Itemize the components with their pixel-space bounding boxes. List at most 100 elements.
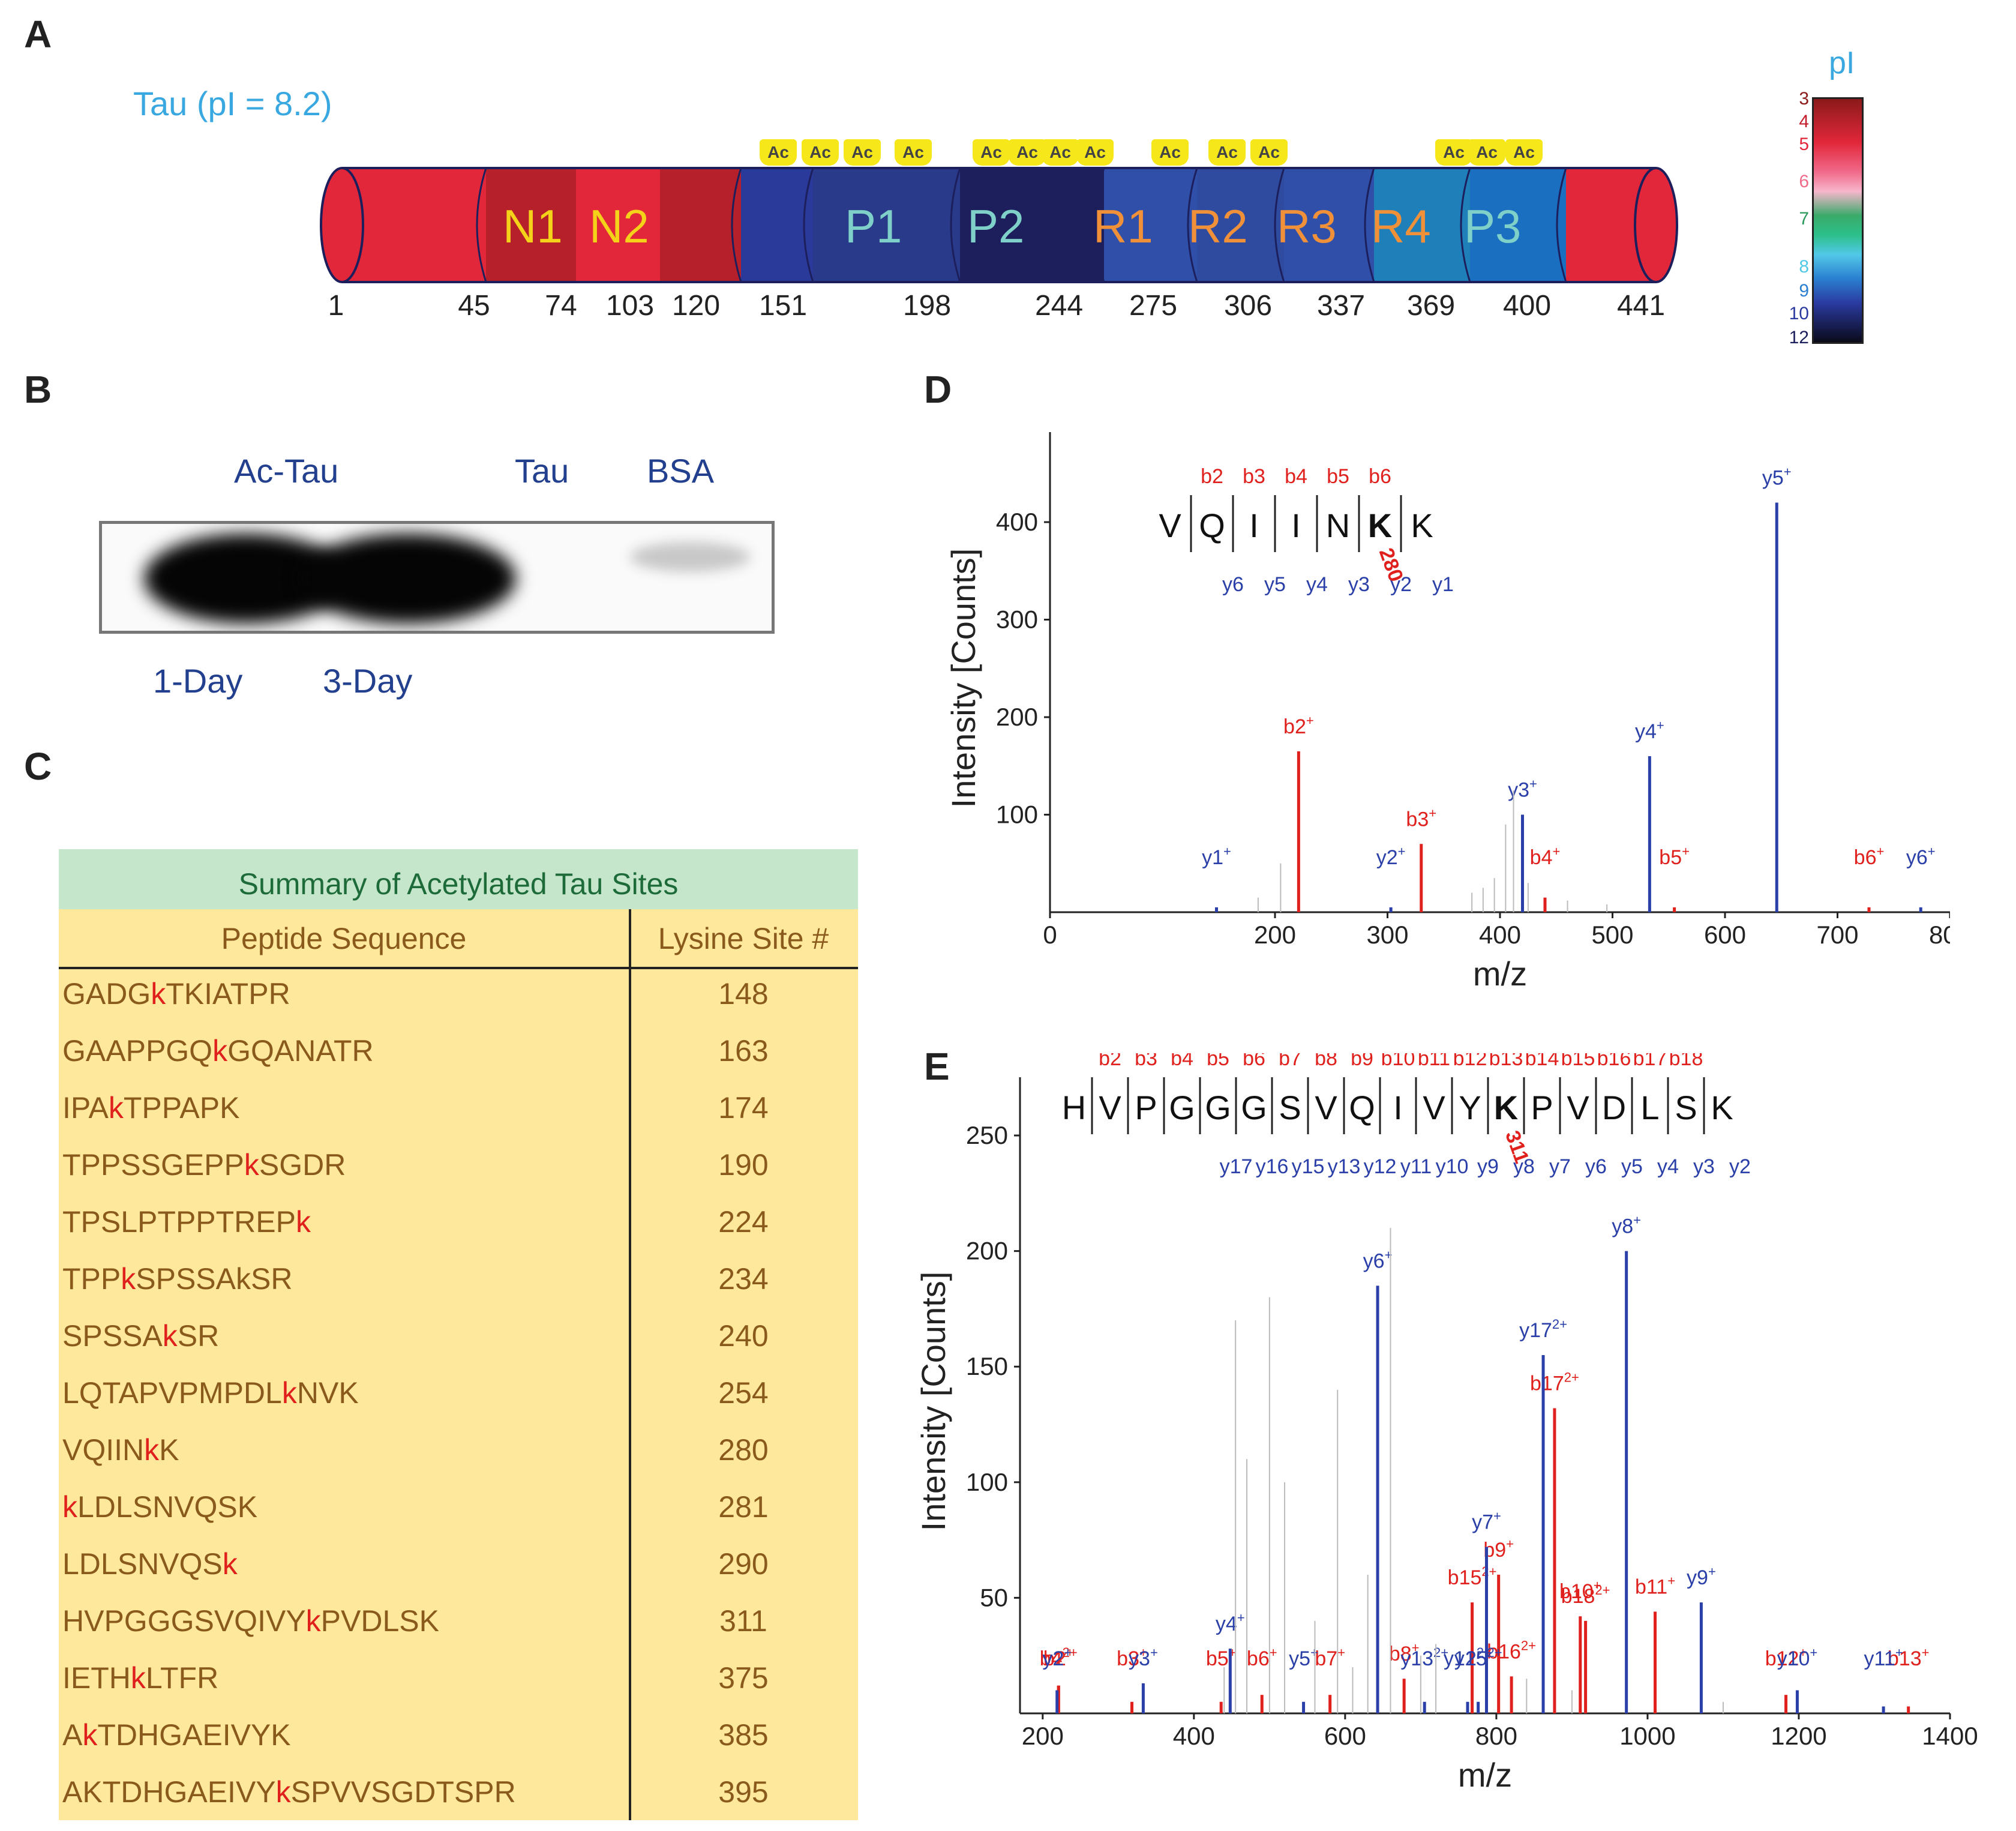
table-row-site: 280	[718, 1433, 769, 1467]
table-row-site: 395	[718, 1775, 769, 1809]
sequence-residue: K	[1711, 1089, 1733, 1126]
acetylated-lysine: k	[296, 1205, 311, 1239]
acetylated-lysine: k	[151, 977, 166, 1011]
acetylated-lysine: k	[82, 1718, 98, 1752]
y-fragment-label: y10	[1436, 1155, 1469, 1178]
ac-badge: Ac	[844, 139, 881, 166]
table-row-sequence: LQTAPVPMPDLkNVK	[62, 1376, 359, 1410]
y-tick-label: 250	[966, 1121, 1008, 1149]
table-title: Summary of Acetylated Tau Sites	[59, 849, 858, 909]
table-row-site: 281	[718, 1490, 769, 1524]
sequence-residue: H	[1062, 1089, 1086, 1126]
ac-badge: Ac	[1435, 139, 1472, 166]
peak-label-b16: b162+	[1487, 1638, 1536, 1663]
acetylated-sites-table: Summary of Acetylated Tau Sites Peptide …	[59, 849, 858, 1820]
table-row-sequence: AkTDHGAEIVYK	[62, 1718, 291, 1752]
peak-label-y5: y5+	[1289, 1645, 1318, 1670]
pi-tick: 7	[1799, 209, 1809, 229]
table-row-site: 190	[718, 1148, 769, 1182]
x-tick-label: 800	[1475, 1722, 1517, 1750]
b-fragment-label: b4	[1285, 465, 1307, 488]
domain-p3: P3	[1464, 200, 1522, 253]
peak-label-y4: y4+	[1216, 1610, 1245, 1635]
domain-r3: R3	[1277, 200, 1337, 253]
y-fragment-label: y12	[1364, 1155, 1397, 1178]
blot-label-1day: 1-Day	[153, 662, 243, 700]
y-fragment-label: y4	[1306, 573, 1328, 596]
position-label: 275	[1129, 290, 1178, 322]
pi-tick: 3	[1799, 89, 1809, 109]
ac-badge: Ac	[1042, 139, 1079, 166]
table-row-site: 375	[718, 1661, 769, 1695]
domain-n2: N2	[589, 200, 649, 253]
table-row-sequence: IPAkTPPAPK	[62, 1091, 240, 1125]
blot-label-tau: Tau	[515, 452, 569, 490]
column-divider	[629, 909, 631, 1820]
ac-badge: Ac	[1151, 139, 1189, 166]
sequence-residue: N	[1326, 507, 1350, 544]
acetylated-lysine: k	[275, 1775, 291, 1809]
sequence-residue: V	[1159, 507, 1181, 544]
position-label: 151	[758, 290, 808, 322]
pi-tick: 4	[1799, 112, 1809, 131]
peak-label-y3: y3+	[1129, 1645, 1158, 1670]
segment-n1	[486, 168, 576, 282]
position-label: 120	[671, 290, 721, 322]
y-tick-label: 150	[966, 1352, 1008, 1380]
peak-label-b7: b7+	[1315, 1645, 1345, 1670]
table-row-sequence: GADGkTKIATPR	[62, 977, 290, 1011]
peak-label-y10: y10+	[1777, 1645, 1818, 1670]
table-row-sequence: LDLSNVQSk	[62, 1547, 238, 1581]
segment-r1	[1104, 168, 1197, 282]
x-tick-label: 1400	[1922, 1722, 1978, 1750]
position-label: 198	[902, 290, 952, 322]
x-tick-label: 200	[1254, 921, 1296, 949]
sequence-residue: V	[1567, 1089, 1589, 1126]
peak-label-y3: y3+	[1508, 777, 1537, 802]
ac-badge: Ac	[1505, 139, 1543, 166]
x-tick-label: 700	[1816, 921, 1858, 949]
domain-p1: P1	[845, 200, 902, 253]
table-row-sequence: VQIINkK	[62, 1433, 179, 1467]
x-tick-label: 200	[1022, 1722, 1064, 1750]
peak-label-b5: b5+	[1659, 844, 1690, 869]
blot-label-3day: 3-Day	[323, 662, 413, 700]
header-divider	[59, 967, 858, 969]
table-row-sequence: IETHkLTFR	[62, 1661, 219, 1695]
position-label: 244	[1034, 290, 1084, 322]
peak-label-y6: y6+	[1363, 1247, 1393, 1272]
ac-badge: Ac	[1076, 139, 1114, 166]
sequence-residue: S	[1279, 1089, 1301, 1126]
pi-tick: 8	[1799, 257, 1809, 277]
left-cap	[320, 167, 364, 283]
y-fragment-label: y5	[1621, 1155, 1643, 1178]
segment-r4	[1374, 168, 1470, 282]
y-tick-label: 300	[996, 606, 1038, 634]
peak-label-b6: b6+	[1854, 844, 1885, 869]
b-fragment-label: b16	[1597, 1053, 1631, 1070]
sequence-residue: S	[1675, 1089, 1697, 1126]
acetylated-lysine: k	[62, 1490, 77, 1524]
position-label: 441	[1616, 290, 1666, 322]
table-row-sequence: HVPGGGSVQIVYkPVDLSK	[62, 1604, 439, 1638]
position-label: 74	[545, 290, 577, 322]
y-tick-label: 400	[996, 508, 1038, 536]
ac-badge: Ac	[1468, 139, 1505, 166]
sequence-residue: Q	[1349, 1089, 1375, 1126]
acetylated-lysine: k	[212, 1034, 228, 1068]
x-tick-label: 800	[1929, 921, 1950, 949]
table-row-sequence: GAAPPGQkGQANATR	[62, 1034, 374, 1068]
table-row-sequence: TPPkSPSSAkSR	[62, 1262, 293, 1296]
b-fragment-label: b4	[1171, 1053, 1193, 1070]
panel-a-letter: A	[24, 13, 52, 56]
x-tick-label: 600	[1704, 921, 1746, 949]
sequence-residue: G	[1205, 1089, 1231, 1126]
ac-badge: Ac	[1250, 139, 1288, 166]
peak-label-y1: y1+	[1202, 844, 1231, 869]
ac-badge: Ac	[1208, 139, 1246, 166]
peak-label-b15: b152+	[1448, 1564, 1497, 1589]
b-fragment-label: b2	[1099, 1053, 1121, 1070]
peak-label-y2: y2+	[1376, 844, 1406, 869]
y-fragment-label: y4	[1657, 1155, 1679, 1178]
sequence-residue: K	[1411, 507, 1433, 544]
